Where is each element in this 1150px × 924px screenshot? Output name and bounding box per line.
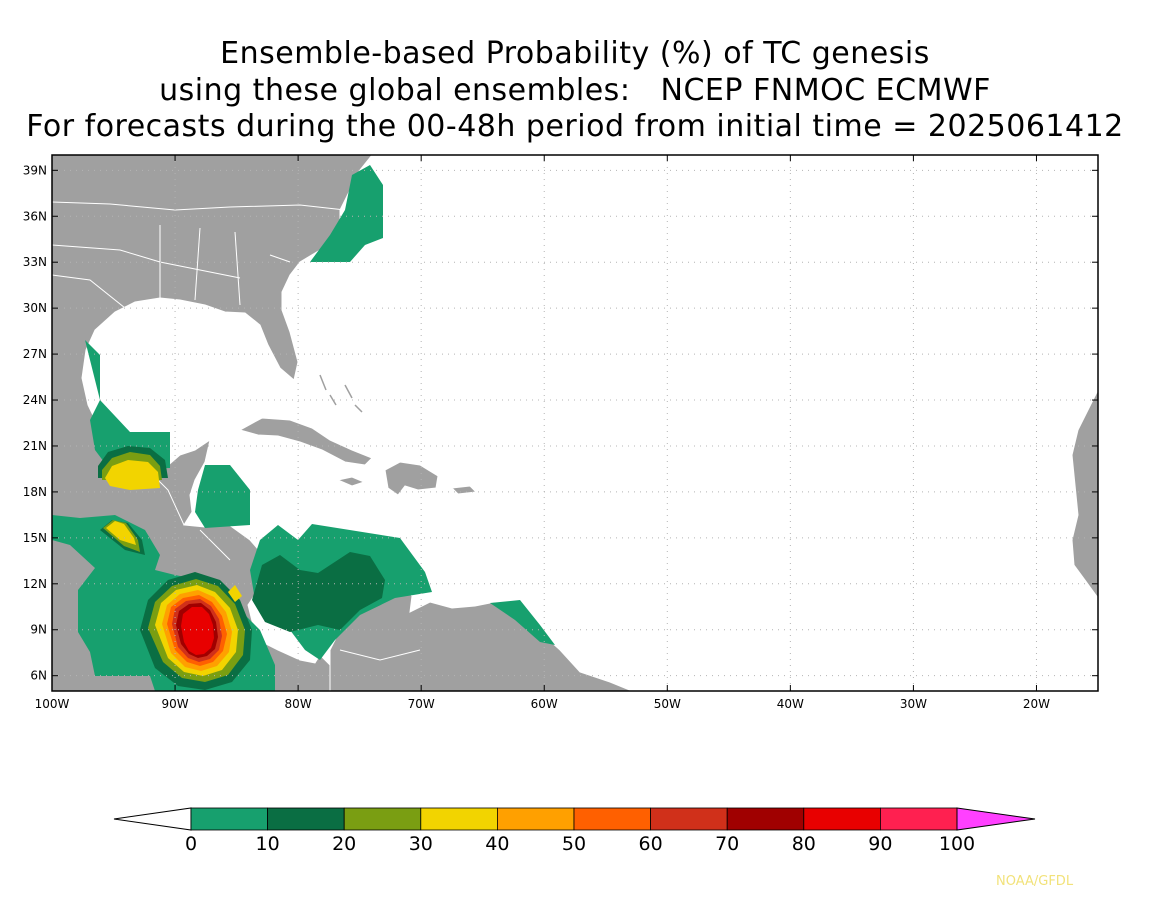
map-title-line-1: Ensemble-based Probability (%) of TC gen… xyxy=(220,36,930,71)
colorbar-swatch xyxy=(190,807,268,831)
colorbar-label: 20 xyxy=(332,833,356,855)
lat-tick-label: 39N xyxy=(23,163,47,177)
lat-tick-label: 36N xyxy=(23,209,47,223)
colorbar-swatch xyxy=(650,807,728,831)
lon-tick-label: 30W xyxy=(900,697,927,711)
colorbar-label: 100 xyxy=(939,833,975,855)
latitude-axis: 39N 36N 33N 30N 27N 24N 21N 18N 15N 12N 9N 6N xyxy=(23,163,1098,683)
contour-10-20-caribbean xyxy=(252,552,385,632)
lat-tick-label: 30N xyxy=(23,301,47,315)
colorbar-over-arrow xyxy=(956,807,1036,831)
credit-label: NOAA/GFDL xyxy=(996,874,1074,889)
land-puerto-rico xyxy=(450,485,478,495)
contour-0-10-venezuela-coast xyxy=(490,600,555,645)
lon-tick-label: 80W xyxy=(285,697,312,711)
contour-30-40-mexico xyxy=(105,460,160,490)
lat-tick-label: 6N xyxy=(30,669,47,683)
lon-tick-label: 50W xyxy=(654,697,681,711)
probability-contours xyxy=(52,165,555,691)
map-title-line-2: using these global ensembles: NCEP FNMOC… xyxy=(159,73,991,108)
lat-tick-label: 27N xyxy=(23,347,47,361)
lat-tick-label: 15N xyxy=(23,531,47,545)
lon-tick-label: 100W xyxy=(35,697,70,711)
colorbar-swatch xyxy=(803,807,881,831)
lat-tick-label: 9N xyxy=(30,623,47,637)
lon-tick-label: 20W xyxy=(1023,697,1050,711)
contour-0-10-atlantic-coast xyxy=(310,165,383,262)
land-jamaica xyxy=(336,476,366,487)
land-cuba xyxy=(238,417,373,466)
colorbar-under-arrow xyxy=(113,807,192,831)
longitude-axis: 100W 90W 80W 70W 60W 50W 40W 30W 20W xyxy=(35,155,1050,711)
colorbar-swatch xyxy=(267,807,345,831)
lon-tick-label: 60W xyxy=(531,697,558,711)
colorbar-label: 30 xyxy=(409,833,433,855)
map-frame xyxy=(51,154,1099,692)
lat-tick-label: 21N xyxy=(23,439,47,453)
colorbar-label: 60 xyxy=(639,833,663,855)
land-hispaniola xyxy=(384,461,439,496)
lat-tick-label: 18N xyxy=(23,485,47,499)
lat-tick-label: 24N xyxy=(23,393,47,407)
map-title-line-3: For forecasts during the 00-48h period f… xyxy=(26,109,1124,144)
contour-30-40-pacific-north xyxy=(106,521,136,545)
colorbar-label: 70 xyxy=(715,833,739,855)
map-grid xyxy=(52,155,1098,691)
contour-0-10-mexico-gulf xyxy=(85,340,170,470)
colorbar-swatch xyxy=(343,807,422,831)
colorbar-label: 90 xyxy=(868,833,892,855)
colorbar-label: 80 xyxy=(792,833,816,855)
colorbar-swatch xyxy=(726,807,805,831)
colorbar: 0 10 20 30 40 50 60 70 80 90 100 xyxy=(113,807,1036,855)
lat-tick-label: 33N xyxy=(23,255,47,269)
lon-tick-label: 70W xyxy=(408,697,435,711)
lon-tick-label: 40W xyxy=(777,697,804,711)
lat-tick-label: 12N xyxy=(23,577,47,591)
colorbar-swatch xyxy=(496,807,575,831)
lon-tick-label: 90W xyxy=(161,697,188,711)
colorbar-swatch xyxy=(880,807,958,831)
colorbar-swatch xyxy=(420,807,498,831)
land-bahamas xyxy=(319,374,363,413)
colorbar-swatch xyxy=(573,807,651,831)
contour-0-10-yucatan xyxy=(195,465,250,528)
colorbar-label: 50 xyxy=(562,833,586,855)
contour-80-90 xyxy=(181,607,214,655)
colorbar-label: 10 xyxy=(256,833,280,855)
contour-30-40-honduras xyxy=(228,585,242,602)
colorbar-label: 0 xyxy=(185,833,197,855)
land-africa xyxy=(1071,389,1098,599)
map-content xyxy=(52,155,1098,691)
colorbar-label: 40 xyxy=(485,833,509,855)
